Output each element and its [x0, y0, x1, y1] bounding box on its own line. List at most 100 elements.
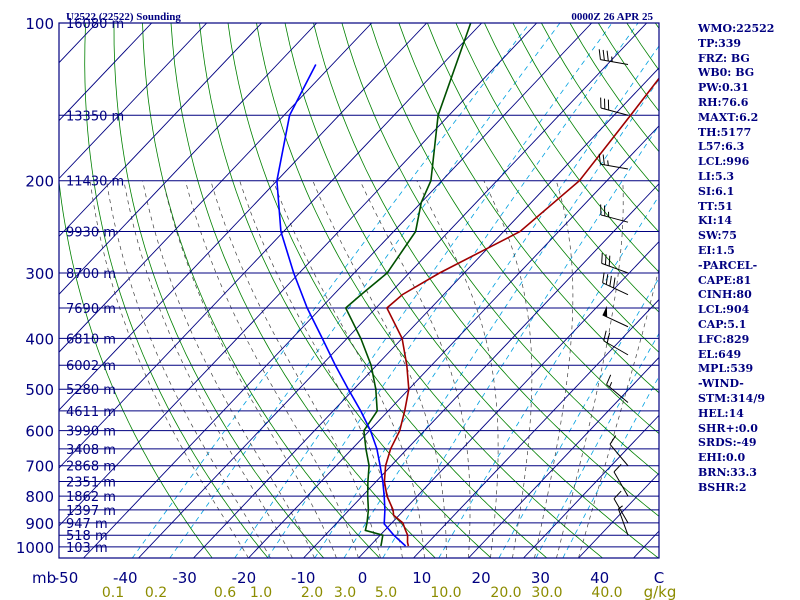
index-value: FRZ: BG — [698, 51, 750, 65]
index-value: TT:51 — [698, 199, 733, 213]
wind-barb-feather — [603, 330, 607, 341]
temperature-tick-label: -40 — [113, 569, 138, 587]
isotherm-line — [413, 298, 659, 558]
isotherm-line — [138, 23, 648, 558]
mixing-ratio-label: 10.0 — [430, 585, 461, 600]
chart-title: U2522 (22522) Sounding — [66, 11, 181, 23]
wind-barb — [606, 374, 629, 403]
wind-barb — [603, 330, 629, 356]
mixing-ratio-line — [498, 277, 659, 558]
index-value: WMO:22522 — [698, 22, 775, 35]
moist-adiabat — [89, 180, 249, 558]
mixing-ratio-label: 0.1 — [102, 585, 124, 600]
height-label: 7690 m — [66, 302, 116, 317]
mixing-ratio-label: 20.0 — [490, 585, 521, 600]
pressure-tick-label: 100 — [25, 15, 54, 33]
wind-barb-half-feather — [611, 56, 613, 62]
wind-barb-feather — [606, 374, 612, 385]
temperature-tick-label: 10 — [412, 569, 431, 587]
wind-barb-feather — [604, 254, 607, 265]
height-label: 518 m — [66, 529, 108, 544]
parcel-trace — [276, 64, 407, 547]
isotherm-line — [59, 23, 373, 353]
wind-barb — [613, 463, 629, 497]
height-label: 13350 m — [66, 109, 124, 124]
index-value: HEL:14 — [698, 406, 744, 420]
moist-adiabat — [359, 180, 471, 558]
wind-barb-staff — [600, 163, 629, 170]
mixing-ratio-line — [535, 332, 659, 558]
isotherm-line — [59, 23, 263, 238]
wind-barb-feather — [606, 332, 611, 343]
pressure-tick-label: 800 — [25, 488, 54, 506]
moist-adiabat — [416, 180, 499, 558]
index-value: TH:5177 — [698, 125, 752, 139]
isotherm-line — [59, 23, 153, 122]
dry-adiabat — [398, 23, 659, 394]
moist-adiabat — [106, 180, 271, 558]
wind-barb-feather — [602, 272, 605, 283]
height-label: 16080 m — [66, 17, 124, 32]
dry-adiabat — [370, 23, 659, 435]
moist-adiabat — [123, 180, 293, 558]
mixing-ratio-line — [131, 23, 531, 558]
sounding-indices-panel: WMO:22522 TP:339 FRZ: BG WB0: BG PW:0.31 RH:7… — [698, 22, 798, 496]
mixing-ratio-label: 40.0 — [591, 585, 622, 600]
index-value: CAPE:81 — [698, 273, 752, 287]
wind-barb-feather — [609, 275, 612, 287]
index-value: EHI:0.0 — [698, 451, 746, 465]
moist-adiabat — [162, 180, 337, 558]
temperature-tick-label: -10 — [291, 569, 316, 587]
index-value: MAXT:6.2 — [698, 110, 759, 124]
wind-barb-feather — [605, 274, 609, 285]
wind-barb — [598, 49, 629, 65]
mixing-ratio-line — [267, 23, 639, 558]
mixing-ratio-label: 2.0 — [301, 585, 323, 600]
mixing-ratio-label: 30.0 — [531, 585, 562, 600]
wind-barb-half-feather — [607, 160, 609, 166]
dry-adiabat — [313, 23, 659, 517]
wind-barb-feather — [602, 49, 605, 61]
mixing-ratio-line — [562, 375, 659, 558]
mixing-ratio-lines — [131, 23, 659, 558]
wind-barb-staff — [600, 107, 629, 116]
moist-adiabat — [483, 180, 533, 558]
dry-adiabat — [113, 23, 325, 558]
wind-barb — [602, 305, 629, 328]
height-label: 3408 m — [66, 443, 116, 458]
mixing-ratio-line — [234, 23, 613, 558]
temperature-tick-label: 20 — [472, 569, 491, 587]
temperature-tick-label: -20 — [232, 569, 257, 587]
wind-barb — [609, 435, 629, 467]
moist-adiabat — [239, 180, 403, 558]
wind-barb-feather — [598, 49, 601, 60]
pressure-tick-label: 900 — [25, 515, 54, 533]
index-value: LFC:829 — [698, 332, 750, 346]
index-value: PW:0.31 — [698, 81, 749, 95]
wind-barb-staff — [613, 498, 629, 524]
wind-barb-half-feather — [609, 382, 613, 388]
wind-barb-feather — [606, 50, 609, 62]
wind-barb-feather — [613, 490, 622, 500]
wind-barb-staff — [606, 384, 629, 403]
isotherm-line — [358, 240, 659, 558]
height-label: 6810 m — [66, 332, 116, 347]
index-value: BSHR:2 — [698, 480, 747, 494]
moist-adiabat — [534, 180, 574, 558]
wind-barbs — [598, 49, 629, 536]
dry-adiabat — [427, 23, 659, 353]
valid-time: 0000Z 26 APR 25 — [571, 11, 653, 23]
mixing-ratio-label: 0.6 — [214, 585, 236, 600]
moist-adiabat — [185, 180, 359, 558]
index-value: EI:1.5 — [698, 243, 735, 257]
height-label: 5280 m — [66, 383, 116, 398]
index-value: CINH:80 — [698, 288, 752, 302]
mixing-ratio-label: 5.0 — [375, 585, 397, 600]
pressure-tick-label: 400 — [25, 330, 54, 348]
isotherms — [59, 23, 659, 558]
dry-adiabat — [84, 23, 269, 558]
index-value: WB0: BG — [698, 66, 755, 80]
wind-barb-staff — [600, 59, 629, 65]
pressure-tick-label: 600 — [25, 423, 54, 441]
